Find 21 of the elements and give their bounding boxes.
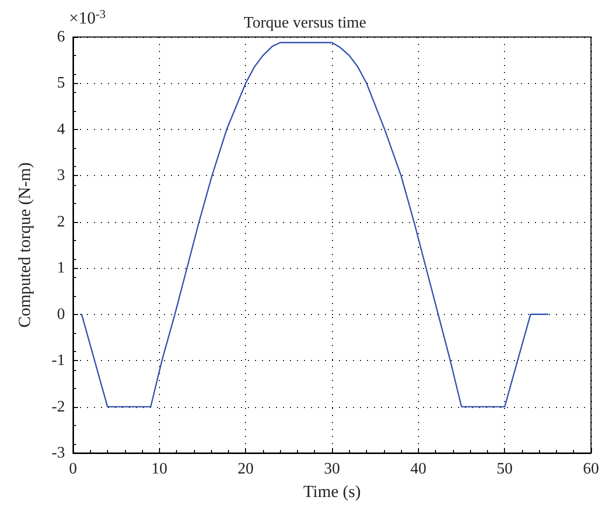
x-axis-title: Time (s)	[303, 482, 361, 501]
x-tick-label: 30	[324, 460, 340, 478]
x-tick-label: 60	[583, 460, 599, 478]
y-tick-label: 6	[57, 28, 65, 46]
y-tick-label: -2	[52, 398, 65, 416]
y-tick-label: -1	[52, 352, 65, 370]
chart-title: Torque versus time	[244, 14, 366, 32]
x-tick-label: 10	[151, 460, 168, 478]
y-tick-label: -3	[52, 444, 65, 462]
y-axis-title: Computed torque (N-m)	[15, 162, 34, 328]
line-series	[80, 42, 548, 408]
y-tick-label: 1	[57, 260, 65, 277]
y-tick-label: 2	[57, 213, 65, 230]
x-tick-label: 50	[496, 460, 513, 478]
y-tick-label: 4	[57, 120, 65, 138]
x-tick-label: 0	[69, 460, 77, 478]
x-tick-label: 20	[238, 460, 254, 478]
y-tick-label: 5	[57, 74, 65, 92]
y-tick-label: 0	[57, 306, 65, 323]
y-tick-label: 3	[57, 167, 65, 184]
x-tick-label: 40	[410, 460, 426, 478]
